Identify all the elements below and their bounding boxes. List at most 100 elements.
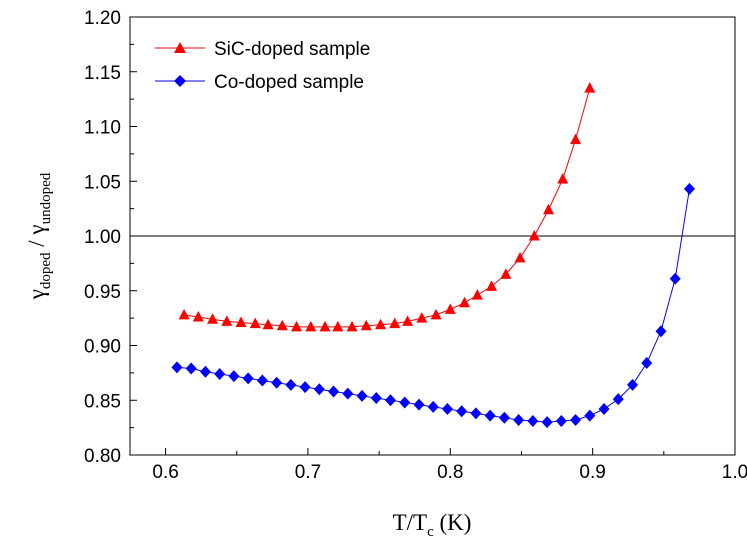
data-point (271, 376, 283, 389)
data-point (456, 405, 468, 418)
data-point (500, 268, 512, 279)
data-point (313, 383, 325, 396)
data-point (291, 320, 303, 332)
x-tick-label: 0.9 (579, 462, 605, 483)
y-axis-label-num: γ (24, 289, 49, 300)
data-point (342, 387, 354, 400)
y-tick-label: 1.00 (84, 227, 121, 248)
data-point (207, 313, 219, 324)
x-axis-label-unit: (K) (434, 510, 472, 535)
data-point (513, 413, 525, 426)
data-point (178, 308, 190, 320)
data-point (171, 361, 183, 374)
data-point (360, 319, 372, 331)
data-point (276, 319, 288, 331)
data-point (242, 372, 254, 385)
data-point (430, 308, 442, 320)
y-axis-label-num-sub: doped (38, 252, 54, 289)
y-axis-label: γdoped / γundoped (24, 172, 54, 300)
data-point (555, 415, 567, 428)
y-axis-label-den-sub: undoped (38, 172, 54, 224)
legend-marker-co (174, 75, 186, 87)
y-axis: 0.80 0.85 0.90 0.95 1.00 1.05 1.10 1.15 1.20 (84, 8, 137, 467)
data-point (370, 392, 382, 405)
data-point (498, 411, 510, 424)
data-point (543, 203, 555, 215)
data-point (570, 413, 582, 426)
x-axis-label-main: T/T (393, 510, 428, 535)
y-tick-label: 1.20 (84, 8, 121, 29)
data-point (471, 289, 483, 300)
x-axis-label: T/Tc (K) (393, 510, 472, 540)
y-tick-label: 0.95 (84, 282, 121, 303)
y-tick-label: 1.05 (84, 172, 121, 193)
data-point (598, 403, 610, 416)
data-point (319, 320, 331, 332)
y-axis-label-sep: / (24, 235, 49, 253)
data-point (299, 381, 311, 394)
data-point (683, 182, 695, 195)
data-point (305, 320, 317, 332)
data-point (399, 396, 411, 409)
series-co (171, 182, 695, 429)
data-point (459, 296, 471, 308)
data-point (528, 230, 540, 241)
data-point (444, 303, 456, 314)
data-point (385, 394, 397, 407)
x-tick-label: 0.6 (152, 462, 178, 483)
data-point (192, 311, 204, 322)
data-point (514, 251, 526, 263)
data-point (249, 317, 261, 329)
y-tick-label: 0.80 (84, 446, 121, 467)
data-point (427, 400, 439, 413)
y-tick-label: 1.10 (84, 118, 121, 139)
data-point (389, 317, 401, 329)
data-point (570, 133, 582, 145)
data-point (185, 362, 197, 375)
series-line (184, 88, 591, 328)
y-tick-label: 0.85 (84, 391, 121, 412)
x-tick-label: 0.7 (295, 462, 321, 483)
data-point (221, 315, 233, 326)
data-point (402, 315, 414, 326)
legend-label-co: Co-doped sample (214, 72, 364, 93)
y-axis-label-den: γ (24, 224, 49, 235)
data-point (527, 415, 539, 428)
data-point (584, 82, 596, 93)
data-point (346, 320, 358, 332)
legend: SiC-doped sample Co-doped sample (155, 39, 370, 93)
y-tick-label: 0.90 (84, 337, 121, 358)
data-point (328, 385, 340, 398)
data-point (228, 370, 240, 383)
data-point (484, 409, 496, 422)
data-point (486, 280, 498, 291)
series-sic (178, 82, 596, 332)
legend-marker-sic (174, 42, 186, 53)
series-layer (171, 82, 695, 429)
data-point (262, 318, 274, 330)
data-point (641, 357, 653, 370)
data-point (441, 403, 453, 416)
data-point (256, 374, 268, 387)
x-axis-label-sub: c (427, 524, 434, 540)
data-point (235, 316, 247, 328)
data-point (332, 320, 344, 332)
data-point (669, 272, 681, 285)
data-point (612, 393, 624, 406)
data-point (557, 173, 569, 184)
plot-area: 0.6 0.7 0.8 0.9 1.0 0.80 0.85 0.90 0.95 1.00 1.05… (84, 8, 747, 483)
data-point (285, 378, 297, 391)
data-point (199, 365, 211, 378)
data-point (214, 367, 226, 380)
data-point (356, 389, 368, 402)
x-tick-label: 1.0 (722, 462, 747, 483)
y-tick-label: 1.15 (84, 63, 121, 84)
data-point (541, 416, 553, 429)
series-line (176, 188, 690, 423)
data-point (413, 398, 425, 411)
x-tick-label: 0.8 (437, 462, 463, 483)
legend-label-sic: SiC-doped sample (214, 39, 370, 60)
data-point (584, 409, 596, 422)
data-point (375, 318, 387, 330)
